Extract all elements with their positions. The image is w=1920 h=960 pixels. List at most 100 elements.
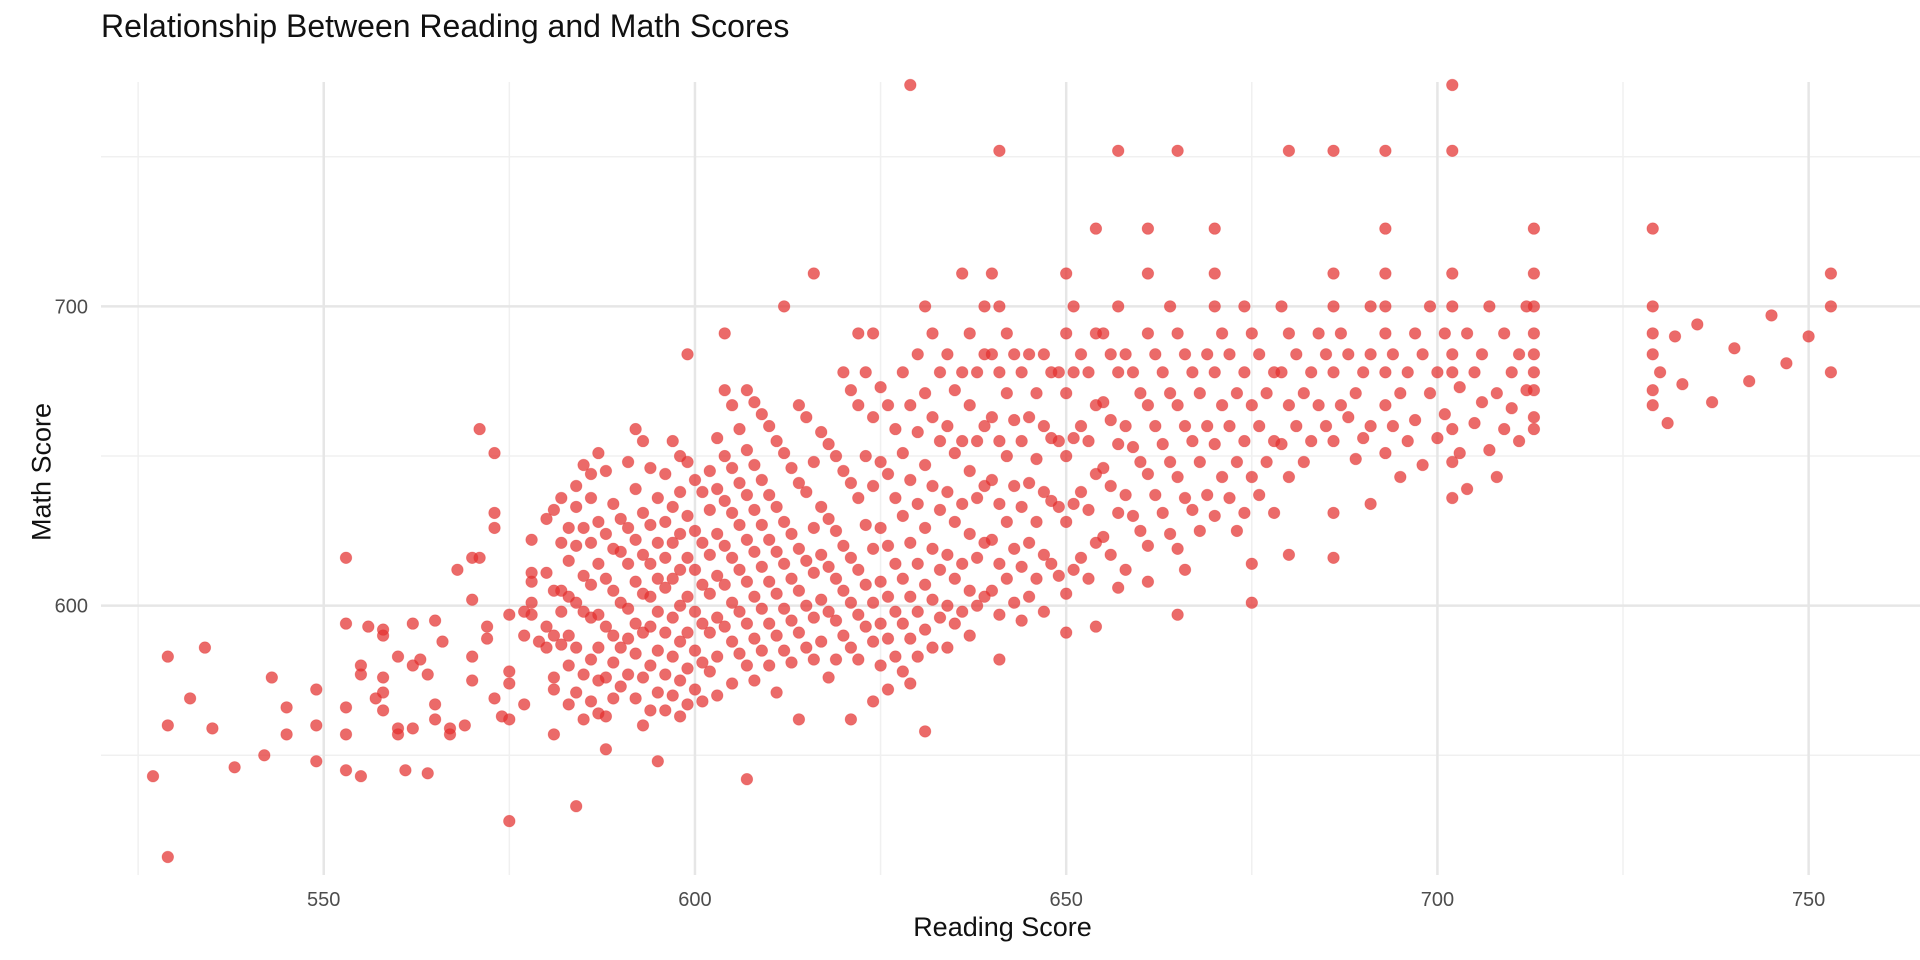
data-point	[896, 665, 910, 678]
data-point	[629, 647, 642, 660]
data-point	[874, 381, 887, 394]
data-point	[562, 629, 575, 642]
data-point	[733, 563, 746, 577]
data-point	[889, 605, 902, 618]
data-point	[896, 617, 910, 630]
data-point	[547, 728, 561, 741]
data-point	[1163, 387, 1177, 400]
data-point	[607, 656, 620, 669]
data-point	[1022, 411, 1036, 424]
data-point	[1074, 485, 1088, 499]
data-point	[1178, 563, 1192, 577]
data-point	[1230, 455, 1244, 469]
data-point	[1327, 267, 1340, 280]
data-point	[629, 422, 642, 436]
data-point	[1141, 327, 1155, 340]
data-point	[1059, 515, 1073, 529]
data-point	[963, 327, 976, 340]
data-point	[748, 458, 761, 472]
data-point	[1260, 455, 1273, 469]
data-point	[555, 536, 568, 550]
data-point	[1512, 434, 1526, 448]
data-point	[339, 551, 353, 565]
data-point	[911, 557, 924, 571]
data-point	[1364, 497, 1377, 511]
data-point	[1171, 470, 1184, 484]
data-point	[1446, 366, 1459, 379]
data-point	[1141, 467, 1155, 481]
data-point	[228, 761, 241, 774]
data-point	[889, 491, 902, 505]
data-point	[956, 497, 969, 511]
data-point	[1483, 300, 1496, 313]
data-point	[1097, 461, 1110, 475]
data-point	[844, 596, 858, 609]
data-point	[852, 327, 865, 340]
data-point	[1379, 300, 1392, 313]
data-point	[926, 411, 939, 424]
data-point	[1319, 419, 1333, 433]
data-point	[644, 620, 657, 633]
data-point	[1527, 348, 1541, 361]
data-point	[1052, 434, 1066, 448]
data-point	[436, 635, 449, 648]
data-point	[1676, 378, 1689, 391]
data-point	[562, 554, 575, 568]
data-point	[1186, 366, 1199, 379]
data-point	[1037, 548, 1051, 562]
data-point	[1000, 449, 1014, 463]
data-point	[1327, 434, 1340, 448]
data-point	[777, 300, 791, 313]
data-point	[1059, 587, 1073, 600]
data-point	[503, 814, 516, 828]
data-point	[881, 539, 895, 553]
data-point	[881, 683, 895, 696]
data-point	[1431, 431, 1444, 445]
data-point	[1111, 581, 1125, 594]
data-point	[406, 722, 420, 735]
data-point	[629, 617, 642, 630]
data-point	[354, 668, 368, 681]
data-point	[421, 668, 434, 681]
data-point	[852, 491, 865, 505]
data-point	[354, 770, 368, 783]
data-point	[1275, 300, 1288, 313]
data-point	[651, 605, 665, 618]
data-point	[1097, 530, 1110, 544]
data-point	[1045, 557, 1058, 571]
data-point	[770, 686, 783, 699]
data-point	[636, 719, 650, 732]
data-point	[740, 575, 754, 588]
data-point	[978, 419, 991, 433]
data-point	[443, 728, 457, 741]
data-point	[718, 449, 731, 463]
data-point	[1215, 399, 1229, 412]
data-point	[362, 620, 375, 633]
data-point	[792, 584, 806, 597]
data-point	[1149, 488, 1162, 502]
data-point	[770, 500, 783, 514]
data-point	[1379, 144, 1392, 158]
data-point	[1334, 327, 1348, 340]
data-point	[718, 539, 731, 553]
data-point	[1200, 419, 1214, 433]
data-point	[1245, 470, 1259, 484]
data-point	[1141, 575, 1155, 588]
data-point	[1379, 446, 1392, 460]
data-point	[1208, 509, 1221, 523]
data-point	[725, 677, 739, 690]
data-point	[941, 599, 954, 612]
data-point	[866, 542, 880, 556]
data-point	[1008, 596, 1021, 609]
data-point	[525, 608, 538, 621]
data-point	[555, 605, 568, 618]
data-point	[614, 680, 627, 693]
data-point	[1015, 560, 1028, 574]
data-point	[718, 384, 731, 397]
data-point	[1401, 366, 1414, 379]
data-point	[1446, 455, 1459, 469]
data-point	[985, 267, 999, 280]
data-point	[985, 533, 999, 547]
data-point	[473, 422, 486, 436]
data-point	[725, 551, 739, 565]
